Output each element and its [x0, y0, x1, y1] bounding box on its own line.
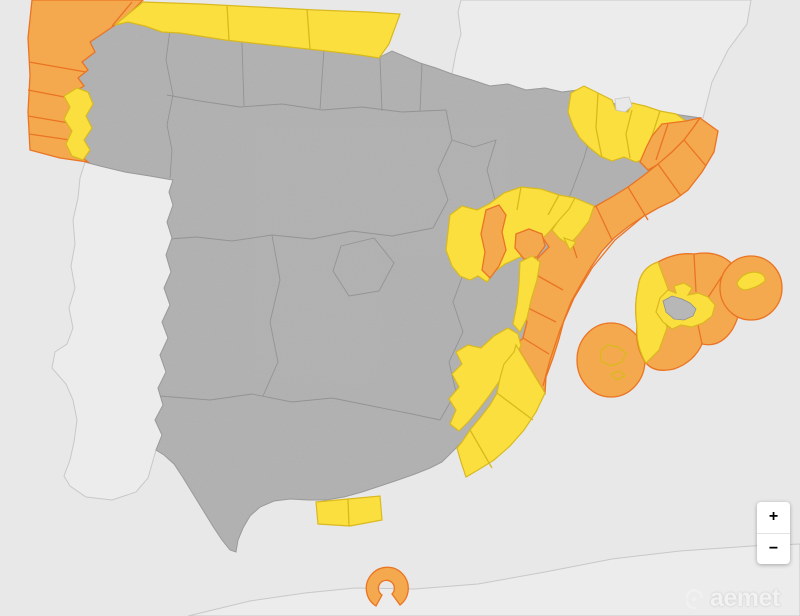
zone-divider: [693, 253, 697, 293]
africa-landmass: [187, 543, 800, 616]
formentera-island[interactable]: [609, 370, 627, 381]
zone-divider: [347, 498, 350, 527]
zone-divider: [28, 61, 87, 73]
zone-divider: [469, 429, 493, 469]
zone-divider: [111, 1, 133, 27]
zone-teruel-interior-east[interactable]: [514, 228, 546, 260]
zone-divider: [516, 186, 522, 211]
menorca-island[interactable]: [736, 271, 766, 291]
zone-mallorca-coastal-waters-southwest[interactable]: [635, 261, 671, 364]
zone-divider: [657, 163, 682, 197]
zone-melilla-coastal-waters[interactable]: [365, 566, 409, 607]
zone-divider: [226, 4, 230, 41]
zone-ebro-delta-coast[interactable]: [562, 236, 577, 252]
mallorca-island-interior: [662, 295, 697, 321]
neighbor-countries: [51, 0, 800, 616]
zoom-out-button[interactable]: −: [757, 534, 790, 565]
zone-cantabrian-coastal-waters[interactable]: [114, 1, 401, 59]
map-zoom-control[interactable]: + −: [757, 502, 790, 564]
zone-divider: [522, 337, 550, 355]
zone-southeast-coastal-waters[interactable]: [456, 343, 546, 478]
zone-teruel-interior-west[interactable]: [480, 204, 507, 279]
zone-divider: [655, 123, 669, 161]
zone-divider: [547, 194, 560, 216]
zone-divider: [595, 205, 613, 241]
andorra-area: [614, 96, 633, 113]
zoom-in-button[interactable]: +: [757, 502, 790, 533]
zone-divider: [306, 8, 311, 50]
zone-rias-baixas-coast[interactable]: [63, 87, 94, 161]
zoom-control-divider: [757, 532, 790, 534]
zone-divider: [627, 186, 649, 221]
zone-divider: [625, 109, 633, 159]
zone-divider: [683, 139, 707, 167]
zone-valencia-coast[interactable]: [512, 255, 541, 334]
zone-divider: [496, 392, 534, 421]
zone-divider: [595, 92, 603, 159]
ibiza-island[interactable]: [599, 344, 627, 367]
zone-divider: [542, 214, 646, 387]
warning-zones: [27, 0, 783, 607]
